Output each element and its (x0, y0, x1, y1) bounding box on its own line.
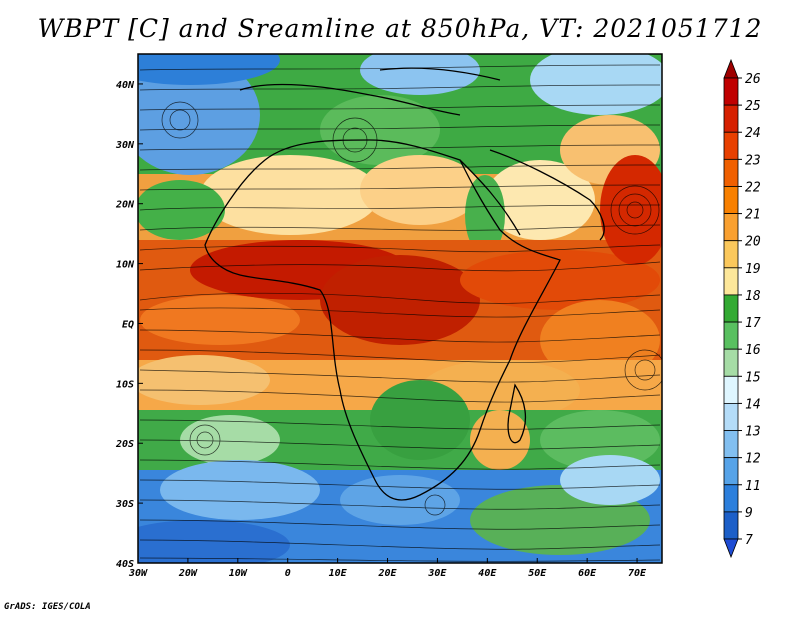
colorbar-box (723, 131, 739, 160)
colorbar: 26 25 24 23 22 21 20 19 18 17 16 15 14 13 12 11 9 7 (723, 58, 761, 559)
colorbar-label: 25 (745, 99, 761, 114)
x-tick-label: 30W (128, 568, 148, 579)
x-tick-label: 0 (285, 568, 291, 579)
y-tick-label: 10N (116, 260, 135, 271)
y-tick-label: 10S (116, 379, 134, 390)
colorbar-box (723, 186, 739, 214)
y-tick-label: 30N (115, 140, 135, 151)
map-title: WBPT [C] and Sreamline at 850hPa, VT: 20… (37, 14, 763, 43)
colorbar-label: 21 (745, 208, 761, 223)
x-tick-label: 20W (178, 568, 198, 579)
colorbar-label: 26 (745, 72, 761, 87)
x-tick-label: 10W (229, 568, 248, 579)
y-tick-label: 20N (115, 200, 135, 211)
colorbar-label: 18 (745, 289, 761, 304)
colorbar-label: 22 (745, 180, 761, 195)
colorbar-box (723, 213, 739, 242)
colorbar-label: 17 (745, 316, 761, 331)
colorbar-label: 19 (745, 262, 761, 277)
plot-frame (137, 53, 663, 564)
y-tick-label: 40S (116, 559, 134, 570)
x-tick-label: 70E (628, 568, 647, 579)
colorbar-box (723, 294, 739, 323)
colorbar-label: 14 (745, 397, 761, 412)
x-tick-label: 10E (329, 568, 348, 579)
colorbar-box (723, 348, 739, 377)
colorbar-label: 13 (745, 425, 761, 440)
colorbar-label: 15 (745, 370, 761, 385)
y-tick-label: 30S (115, 499, 134, 510)
x-tick-label: 50E (528, 568, 547, 579)
streamlines (139, 64, 662, 562)
x-tick-label: 20E (377, 568, 397, 579)
colorbar-label: 20 (745, 235, 761, 250)
x-tick-label: 60E (578, 568, 597, 579)
colorbar-label: 12 (745, 452, 761, 467)
colorbar-box (723, 403, 739, 431)
colorbar-label: 24 (745, 126, 761, 141)
colorbar-label: 11 (745, 479, 761, 494)
wbpt-field (138, 54, 662, 563)
colorbar-label: 7 (745, 533, 753, 548)
y-tick-label: 40N (116, 80, 135, 91)
y-tick-label: EQ (122, 319, 134, 330)
colorbar-label: 23 (745, 153, 761, 168)
colorbar-box (723, 158, 739, 187)
colorbar-box (723, 77, 739, 106)
x-tick-label: 30E (427, 568, 447, 579)
x-tick-label: 40E (478, 568, 497, 579)
colorbar-box (723, 484, 739, 513)
colorbar-bottom-arrow (723, 538, 739, 559)
grads-credit: GrADS: IGES/COLA (4, 602, 91, 612)
colorbar-top-arrow (723, 58, 739, 79)
colorbar-box (723, 267, 739, 296)
colorbar-box (723, 240, 739, 269)
colorbar-box (723, 430, 739, 459)
coastlines (204, 67, 605, 501)
colorbar-box (723, 104, 739, 133)
colorbar-box (723, 375, 739, 404)
x-tick-labels: 30W 20W 10W 0 10E 20E 30E 40E 50E 60E 70E (128, 558, 647, 579)
y-tick-label: 20S (115, 439, 134, 450)
colorbar-box (723, 321, 739, 350)
colorbar-box (723, 511, 739, 540)
colorbar-label: 9 (745, 506, 753, 521)
colorbar-box (723, 457, 739, 486)
colorbar-label: 16 (745, 343, 761, 358)
y-tick-labels: 40N 30N 20N 10N EQ 10S 20S 30S 40S (115, 80, 143, 570)
